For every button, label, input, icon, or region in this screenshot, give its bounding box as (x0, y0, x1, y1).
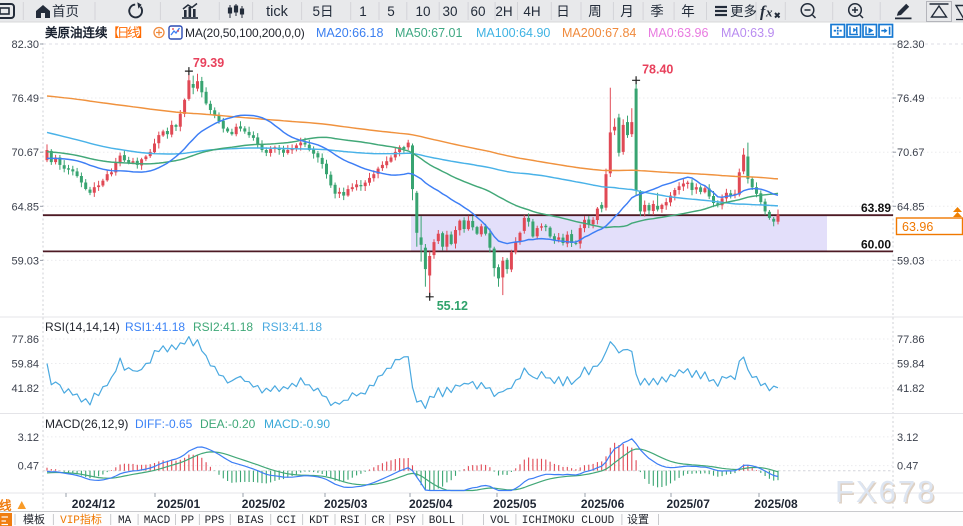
svg-text:2024/12: 2024/12 (72, 497, 116, 511)
svg-text:MA20:66.18: MA20:66.18 (316, 26, 383, 40)
svg-text:MACD:-0.90: MACD:-0.90 (264, 417, 330, 431)
svg-text:KDT: KDT (309, 515, 329, 526)
svg-text:MA100:64.90: MA100:64.90 (476, 26, 550, 40)
svg-text:DEA:-0.20: DEA:-0.20 (200, 417, 256, 431)
svg-text:41.82: 41.82 (897, 383, 925, 395)
svg-text:tick: tick (266, 4, 289, 20)
svg-text:1: 1 (359, 4, 367, 19)
svg-text:季: 季 (650, 4, 664, 19)
svg-text:76.49: 76.49 (11, 93, 39, 105)
svg-text:5: 5 (387, 4, 395, 19)
svg-text:MA200:67.84: MA200:67.84 (562, 26, 636, 40)
svg-text:63.96: 63.96 (902, 220, 933, 234)
svg-text:【日线】: 【日线】 (107, 26, 147, 40)
svg-text:82.30: 82.30 (11, 39, 39, 51)
svg-text:MA0:63.9: MA0:63.9 (721, 26, 775, 40)
svg-text:2025/07: 2025/07 (667, 497, 711, 511)
svg-text:79.39: 79.39 (193, 56, 224, 70)
svg-text:82.30: 82.30 (897, 39, 925, 51)
svg-text:FX678: FX678 (835, 474, 936, 509)
svg-text:0.47: 0.47 (897, 461, 918, 473)
svg-text:VOL: VOL (490, 515, 510, 526)
svg-text:BIAS: BIAS (237, 515, 264, 526)
svg-text:日: 日 (556, 4, 570, 19)
svg-text:70.67: 70.67 (11, 147, 39, 159)
svg-text:3.12: 3.12 (897, 432, 918, 444)
svg-text:70.67: 70.67 (897, 147, 925, 159)
svg-text:MA(20,50,100,200,0,0): MA(20,50,100,200,0,0) (185, 26, 305, 40)
svg-text:5日: 5日 (312, 4, 333, 19)
svg-text:CR: CR (371, 515, 385, 526)
svg-text:DIFF:-0.65: DIFF:-0.65 (135, 417, 193, 431)
svg-text:年: 年 (681, 4, 695, 19)
svg-text:64.85: 64.85 (11, 201, 39, 213)
svg-text:0.47: 0.47 (18, 461, 39, 473)
svg-text:2025/01: 2025/01 (157, 497, 201, 511)
svg-text:2025/06: 2025/06 (581, 497, 625, 511)
svg-text:41.82: 41.82 (11, 383, 39, 395)
svg-text:MACD(26,12,9): MACD(26,12,9) (45, 417, 128, 431)
svg-text:30: 30 (442, 4, 457, 19)
svg-text:f: f (760, 4, 767, 21)
svg-text:59.03: 59.03 (11, 255, 39, 267)
svg-text:MA0:63.96: MA0:63.96 (648, 26, 709, 40)
svg-text:RSI1:41.18: RSI1:41.18 (125, 320, 185, 334)
svg-text:3.12: 3.12 (18, 432, 39, 444)
svg-text:月: 月 (620, 4, 634, 19)
svg-text:VIP指标: VIP指标 (60, 512, 102, 526)
svg-text:2025/04: 2025/04 (409, 497, 453, 511)
svg-text:60: 60 (470, 4, 485, 19)
svg-text:59.03: 59.03 (897, 255, 925, 267)
svg-text:10: 10 (415, 4, 430, 19)
svg-text:76.49: 76.49 (897, 93, 925, 105)
svg-text:FX678: FX678 (837, 476, 938, 511)
svg-text:77.86: 77.86 (897, 334, 925, 346)
svg-text:RSI3:41.18: RSI3:41.18 (262, 320, 322, 334)
svg-text:2025/02: 2025/02 (242, 497, 286, 511)
svg-text:PSY: PSY (396, 515, 416, 526)
svg-text:78.40: 78.40 (642, 62, 673, 76)
svg-text:RSI(14,14,14): RSI(14,14,14) (45, 320, 120, 334)
svg-text:设置: 设置 (627, 513, 649, 526)
svg-text:2025/05: 2025/05 (493, 497, 537, 511)
svg-text:x: x (765, 5, 773, 20)
svg-text:4H: 4H (523, 4, 540, 19)
svg-text:MA50:67.01: MA50:67.01 (395, 26, 462, 40)
svg-text:ICHIMOKU CLOUD: ICHIMOKU CLOUD (522, 515, 615, 526)
svg-text:77.86: 77.86 (11, 334, 39, 346)
svg-text:63.89: 63.89 (861, 201, 891, 215)
svg-text:PP: PP (181, 515, 195, 526)
svg-text:RSI: RSI (340, 515, 360, 526)
svg-text:55.12: 55.12 (437, 299, 468, 313)
svg-text:BOLL: BOLL (429, 515, 455, 526)
svg-text:2025/08: 2025/08 (754, 497, 798, 511)
svg-text:59.84: 59.84 (11, 359, 39, 371)
svg-text:MA: MA (118, 515, 132, 526)
svg-text:RSI2:41.18: RSI2:41.18 (193, 320, 253, 334)
svg-text:首页: 首页 (52, 4, 79, 19)
svg-text:模板: 模板 (23, 512, 45, 526)
svg-text:60.00: 60.00 (861, 237, 891, 251)
svg-text:美原油连续: 美原油连续 (45, 25, 108, 40)
svg-text:MACD: MACD (144, 515, 171, 526)
svg-text:周: 周 (588, 4, 602, 19)
svg-text:CCI: CCI (277, 515, 297, 526)
svg-text:64.85: 64.85 (897, 201, 925, 213)
svg-text:PPS: PPS (205, 515, 225, 526)
svg-text:59.84: 59.84 (897, 359, 925, 371)
svg-text:2H: 2H (495, 4, 512, 19)
svg-text:2025/03: 2025/03 (324, 497, 368, 511)
svg-text:线: 线 (0, 498, 12, 513)
svg-text:更多: 更多 (730, 3, 757, 19)
